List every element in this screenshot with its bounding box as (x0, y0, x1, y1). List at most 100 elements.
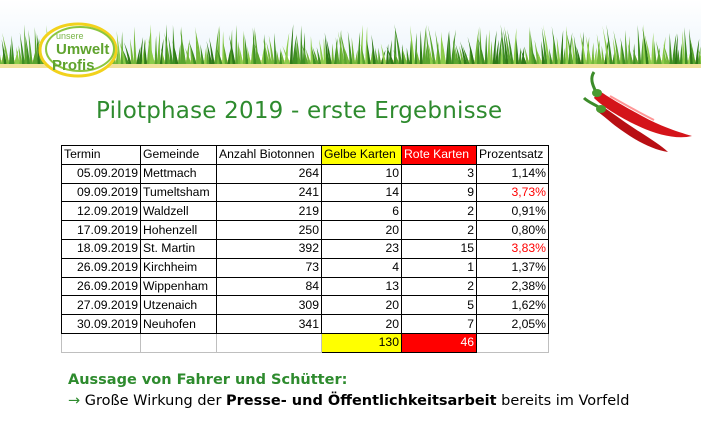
grass-blade (435, 30, 441, 64)
grass-blade (282, 45, 291, 64)
grass-blade (562, 47, 566, 64)
grass-blade (419, 30, 423, 64)
grass-blade (655, 40, 662, 64)
grass-blade (14, 48, 19, 64)
totals-empty-cell (216, 332, 322, 353)
cell-rote-karten: 2 (401, 201, 477, 222)
grass-blade (237, 41, 241, 64)
chili-peppers-icon (582, 71, 692, 152)
table-row: 18.09.2019 St. Martin 392 23 15 3,83% (61, 238, 549, 259)
grass-blade (500, 24, 506, 64)
total-gelbe-karten: 130 (321, 332, 402, 353)
grass-blade (331, 43, 335, 64)
cell-termin: 26.09.2019 (61, 257, 141, 278)
grass-blade (487, 29, 491, 64)
grass-blade (548, 48, 553, 64)
grass-blade (698, 49, 701, 64)
grass-blade (640, 37, 644, 64)
cell-prozentsatz: 2,38% (476, 276, 549, 297)
grass-blade (529, 26, 532, 64)
totals-row: 130 46 (61, 332, 549, 353)
grass-blade (672, 33, 677, 64)
grass-blade (690, 38, 696, 64)
svg-text:Umwelt: Umwelt (56, 41, 109, 58)
cell-gemeinde: Kirchheim (140, 257, 217, 278)
grass-blade (565, 30, 574, 64)
grass-blade (651, 32, 655, 64)
grass-blade (300, 25, 304, 64)
grass-blade (573, 35, 579, 64)
grass-blade (311, 47, 317, 64)
grass-blade (653, 40, 657, 64)
grass-blade (216, 47, 223, 64)
grass-blade (25, 35, 31, 64)
grass-blade (495, 39, 499, 64)
cell-anzahl-biotonnen: 309 (216, 295, 322, 316)
cell-gelbe-karten: 20 (321, 314, 402, 334)
grass-blade (520, 49, 527, 64)
grass-blade (674, 33, 678, 64)
grass-blade (347, 31, 353, 64)
grass-blade (677, 49, 681, 64)
grass-blade (326, 37, 332, 64)
grass-blade (620, 37, 626, 64)
grass-blade (357, 31, 361, 64)
grass-blade (323, 38, 327, 64)
table-row: 12.09.2019 Waldzell 219 6 2 0,91% (61, 201, 549, 222)
grass-blade (239, 46, 244, 64)
grass-blade (9, 43, 12, 64)
grass-blade (541, 40, 545, 64)
cell-termin: 05.09.2019 (61, 163, 141, 184)
cell-gelbe-karten: 20 (321, 220, 402, 240)
grass-blade (524, 46, 530, 64)
grass-blade (274, 32, 278, 64)
grass-blade (185, 39, 190, 64)
cell-gemeinde: Waldzell (140, 201, 217, 222)
header-anzahl-biotonnen: Anzahl Biotonnen (216, 145, 322, 165)
grass-blade (492, 30, 497, 64)
cell-gemeinde: Hohenzell (140, 220, 217, 240)
table-row: 17.09.2019 Hohenzell 250 20 2 0,80% (61, 220, 549, 240)
grass-blade (157, 30, 161, 65)
grass-blade (410, 25, 415, 65)
grass-blade (516, 37, 519, 64)
table-row: 26.09.2019 Kirchheim 73 4 1 1,37% (61, 257, 549, 278)
grass-blade (16, 46, 20, 64)
grass-blade (116, 30, 122, 64)
table-row: 09.09.2019 Tumeltsham 241 14 9 3,73% (61, 182, 549, 203)
cell-anzahl-biotonnen: 392 (216, 238, 322, 259)
grass-blade (366, 39, 371, 64)
grass-blade (301, 43, 309, 64)
table-row: 05.09.2019 Mettmach 264 10 3 1,14% (61, 163, 549, 184)
grass-blade (276, 49, 280, 64)
grass-blade (518, 47, 522, 64)
grass-blade (467, 36, 475, 64)
statement-text-bold: Presse- und Öffentlichkeitsarbeit (226, 393, 497, 409)
grass-blade (228, 34, 236, 64)
grass-blade (594, 47, 597, 64)
results-table: Termin Gemeinde Anzahl Biotonnen Gelbe K… (61, 145, 549, 353)
totals-empty-cell (140, 332, 217, 353)
grass-blade (342, 42, 350, 64)
grass-blade (503, 29, 509, 64)
table-header-row: Termin Gemeinde Anzahl Biotonnen Gelbe K… (61, 145, 549, 165)
grass-blade (262, 37, 270, 64)
umweltprofis-logo: unsere Umwelt Profis (38, 22, 118, 78)
cell-rote-karten: 9 (401, 182, 477, 203)
grass-blade (606, 24, 613, 65)
grass-blade (121, 47, 129, 64)
grass-blade (477, 36, 480, 64)
grass-blade (371, 34, 376, 64)
grass-blade (401, 46, 408, 64)
grass-blade (596, 33, 603, 64)
grass-blade (296, 33, 301, 64)
cell-gemeinde: Neuhofen (140, 314, 217, 334)
grass-blade (144, 39, 148, 64)
grass-blade (266, 41, 272, 64)
cell-anzahl-biotonnen: 73 (216, 257, 322, 278)
cell-anzahl-biotonnen: 241 (216, 182, 322, 203)
grass-blade (513, 28, 517, 64)
cell-gelbe-karten: 6 (321, 201, 402, 222)
grass-blade (337, 31, 345, 65)
grass-blade (484, 33, 488, 64)
